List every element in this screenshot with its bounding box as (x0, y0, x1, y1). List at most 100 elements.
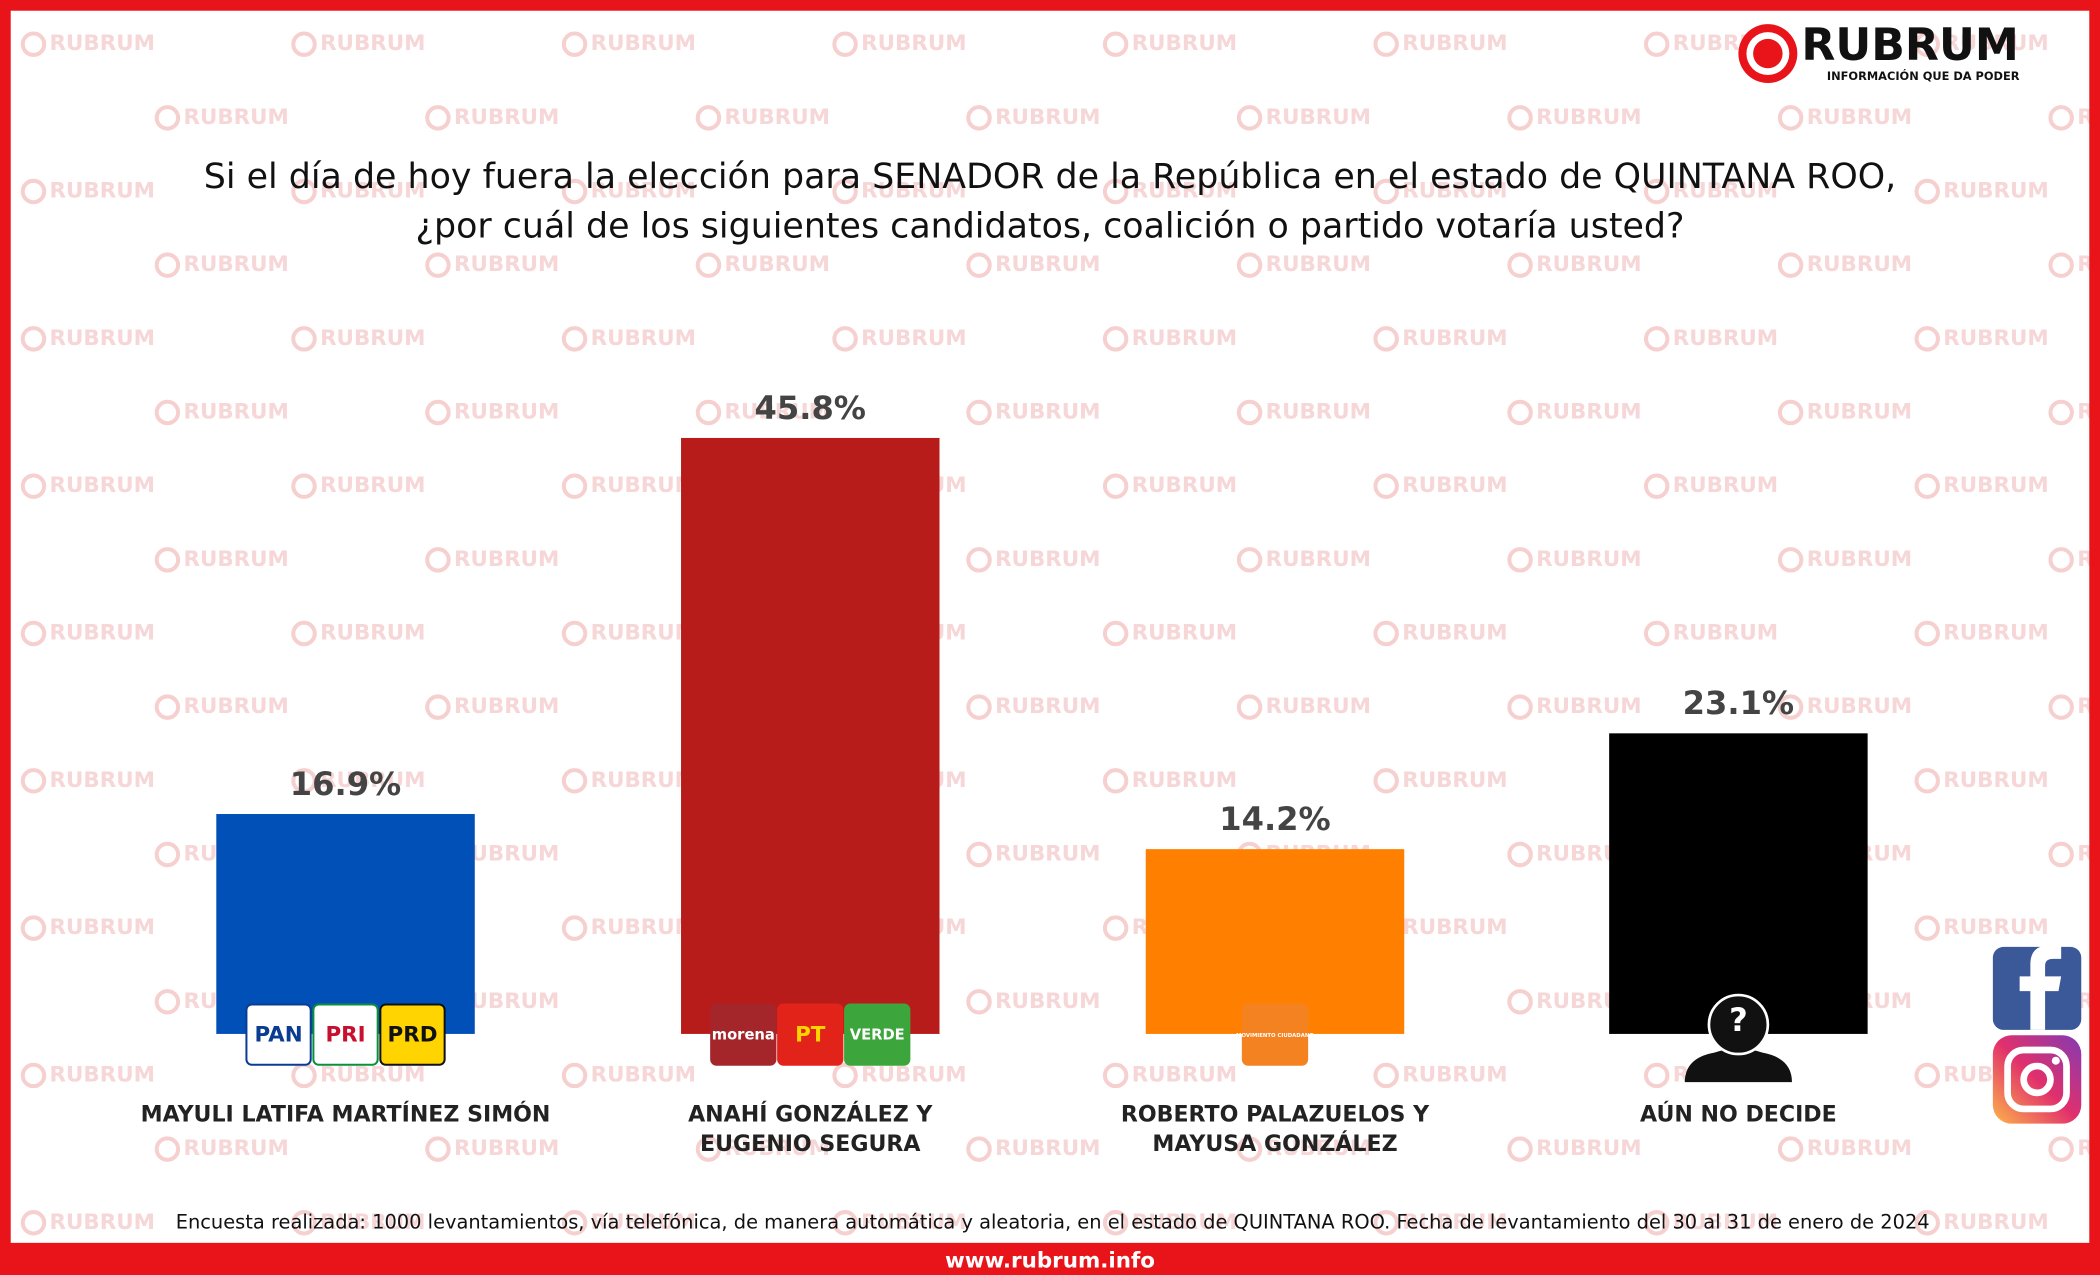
value-label: 14.2% (1219, 800, 1330, 838)
watermark-mark (966, 841, 992, 868)
watermark-mark (832, 31, 858, 57)
watermark-mark (1236, 252, 1263, 278)
watermark-mark (154, 105, 181, 131)
watermark-mark (832, 178, 858, 205)
chart-title: Si el día de hoy fuera la elección para … (204, 157, 1896, 197)
watermark-mark (695, 399, 722, 426)
watermark-mark (1102, 31, 1129, 57)
watermark-text: RUBRUM (50, 179, 155, 204)
x-tick-label: MAYULI LATIFA MARTÍNEZ SIMÓN (141, 1102, 551, 1128)
watermark-mark (291, 31, 317, 57)
watermark-mark (1507, 399, 1533, 426)
watermark-text: RUBRUM (995, 1136, 1100, 1161)
watermark-mark (561, 31, 588, 57)
watermark-text: RUBRUM (1266, 400, 1371, 425)
value-label: 45.8% (755, 389, 866, 427)
party-logo (245, 1003, 312, 1066)
watermark-text: RUBRUM (50, 768, 155, 793)
watermark-text: RUBRUM (1402, 31, 1507, 56)
party-logo (1241, 1003, 1309, 1066)
watermark-text: RUBRUM (1132, 31, 1237, 56)
watermark-text: RUBRUM (861, 31, 966, 56)
instagram-icon[interactable] (1992, 1035, 2082, 1124)
watermark-text: RUBRUM (50, 915, 155, 940)
url[interactable]: www.rubrum.info (945, 1249, 1155, 1274)
unknown-mark: ? (1729, 1001, 1748, 1039)
watermark-mark (1102, 768, 1129, 794)
watermark-mark (1914, 178, 1940, 205)
watermark-text: RUBRUM (1807, 1136, 1912, 1161)
watermark-text: RUBRUM (725, 105, 830, 130)
watermark-mark (2048, 252, 2074, 278)
watermark-text: RUBRUM (320, 179, 425, 204)
watermark-text: RUBRUM (1807, 400, 1912, 425)
watermark-text: RUBRUM (591, 768, 696, 793)
watermark-mark (1373, 620, 1399, 647)
watermark-mark (154, 252, 181, 278)
watermark-text: RUBRUM (320, 473, 425, 498)
watermark-text: RUBRUM (995, 400, 1100, 425)
party-logo-text: MOVIMIENTO CIUDADANO (1236, 1033, 1314, 1039)
watermark-mark (1914, 326, 1940, 352)
x-tick-label: ROBERTO PALAZUELOS Y (1121, 1102, 1430, 1128)
watermark-mark (1643, 178, 1670, 205)
watermark-text: RUBRUM (1536, 252, 1641, 277)
watermark-text: RUBRUM (1132, 1210, 1237, 1235)
watermark-text: RUBRUM (320, 31, 425, 56)
logo: RUBRUM INFORMACIÓN QUE DA PODER (1738, 20, 2020, 84)
watermark-mark (154, 841, 181, 868)
watermark-text: RUBRUM (1673, 326, 1778, 351)
watermark-mark (291, 1210, 317, 1236)
watermark-mark (1236, 1136, 1263, 1162)
party-logo-text: PAN (254, 1022, 302, 1047)
watermark-text: RUBRUM (1402, 1062, 1507, 1087)
watermark-mark (1102, 620, 1129, 647)
watermark-text: RUBRUM (1673, 179, 1778, 204)
watermark-text: RUBRUM (1943, 326, 2048, 351)
watermark-text: RUBRUM (1807, 252, 1912, 277)
watermark-text: RUBRUM (1266, 1136, 1371, 1161)
watermark-mark (561, 620, 588, 647)
watermark-text: RUBRUM (995, 989, 1100, 1014)
watermark-mark (1777, 547, 1804, 573)
watermark-mark (20, 915, 47, 941)
watermark-mark (1102, 473, 1129, 499)
party-logo-text: VERDE (850, 1026, 905, 1043)
watermark-text: RUBRUM (725, 400, 830, 425)
value-label: 23.1% (1683, 684, 1794, 722)
watermark-mark (1507, 989, 1533, 1015)
watermark-mark (425, 399, 451, 426)
watermark-text: RUBRUM (725, 252, 830, 277)
watermark-mark (1236, 105, 1263, 131)
watermark-text: RUBRUM (1673, 1210, 1778, 1235)
watermark-text: RUBRUM (1132, 179, 1237, 204)
watermark-text: RUBRUM (591, 473, 696, 498)
watermark-mark (154, 547, 181, 573)
watermark-mark (561, 915, 588, 941)
watermark-text: RUBRUM (861, 326, 966, 351)
watermark-text: RUBRUM (50, 1062, 155, 1087)
watermark-text: RUBRUM (1807, 105, 1912, 130)
watermark-text: RUBRUM (183, 252, 288, 277)
party-logo (379, 1003, 446, 1066)
watermark-mark (561, 178, 588, 205)
watermark-text: RUBRUM (995, 547, 1100, 572)
watermark-mark (291, 473, 317, 499)
x-tick-label: AÚN NO DECIDE (1640, 1102, 1837, 1128)
watermark-mark (1777, 1136, 1804, 1162)
watermark-text: RUBRUM (1402, 915, 1507, 940)
watermark-mark (1373, 178, 1399, 205)
watermark-mark (2048, 1136, 2074, 1162)
facebook-icon[interactable] (1992, 945, 2082, 1030)
watermark-text: RUBRUM (50, 620, 155, 645)
watermark-mark (561, 1062, 588, 1089)
watermark-text: RUBRUM (591, 31, 696, 56)
watermark-mark (2048, 105, 2074, 131)
watermark-mark (1373, 326, 1399, 352)
watermark-text: RUBRUM (50, 326, 155, 351)
bar (681, 437, 940, 1034)
value-label: 16.9% (290, 765, 401, 803)
watermark-text: RUBRUM (1536, 694, 1641, 719)
footer-band (0, 1242, 2100, 1275)
